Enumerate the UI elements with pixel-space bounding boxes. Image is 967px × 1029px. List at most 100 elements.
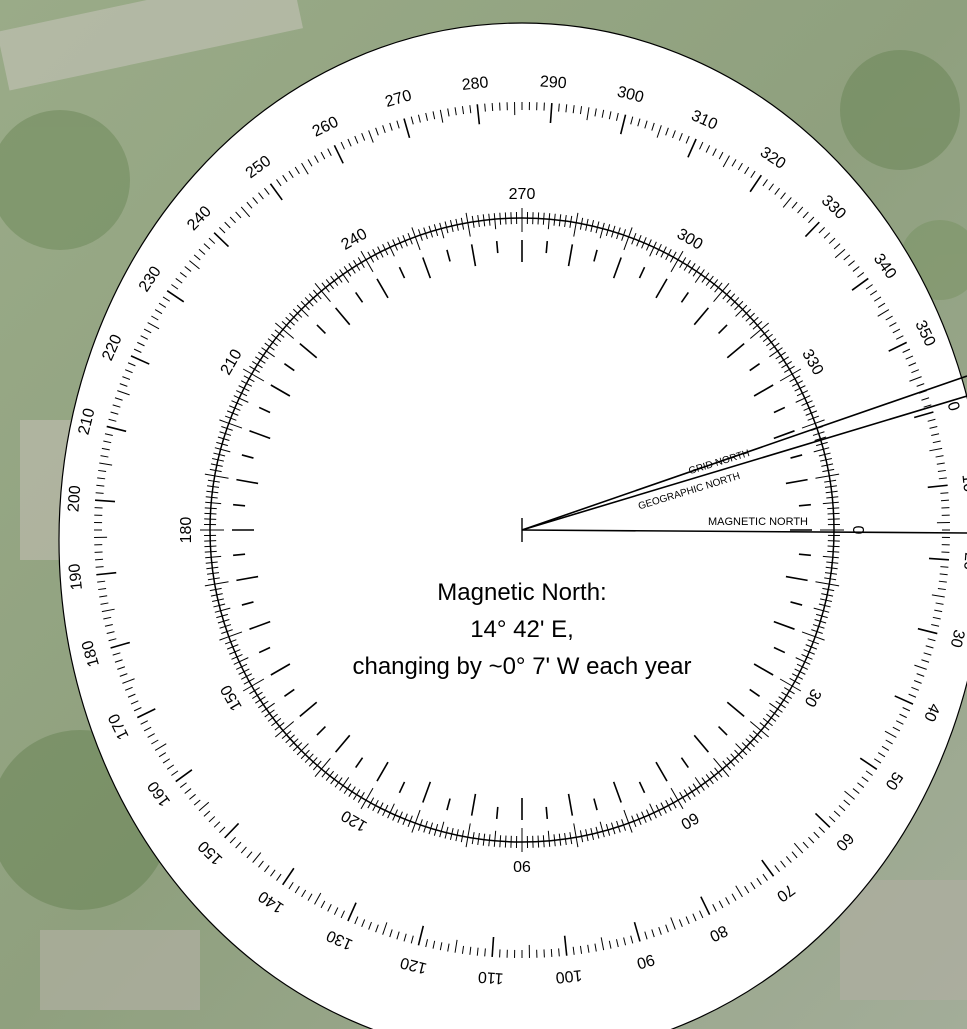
outer-tick [744,885,750,894]
inner-outer-tick [255,699,261,704]
outer-tick [935,455,944,458]
outer-tick [154,309,163,315]
outer-tick [314,155,319,163]
inner-outer-tick [411,227,416,237]
inner-outer-tick [275,730,284,738]
outer-tick [895,720,904,725]
inner-outer-tick [633,821,637,828]
inner-tick [722,760,728,766]
inner-outer-tick [482,839,485,846]
outer-tick [937,587,946,591]
outer-tick [320,151,326,160]
outer-tick [327,148,332,157]
inner-tick [394,809,398,816]
outer-tick [140,335,149,340]
inner-tick [409,815,413,822]
inner-dash [283,688,295,697]
inner-outer-tick [249,365,255,370]
inner-tick [547,830,550,841]
inner-tick [399,242,403,249]
outer-tick [375,127,379,136]
inner-tick [636,813,640,820]
inner-tick [801,422,816,429]
inner-outer-tick [734,757,740,763]
inner-outer-tick [387,812,391,819]
inner-outer-tick [722,283,730,292]
outer-tick [929,447,943,452]
inner-tick [211,561,218,564]
inner-dash [334,734,351,753]
outer-tick [749,174,762,193]
inner-tick [818,603,825,606]
outer-tick [932,440,941,444]
inner-outer-tick [829,583,840,587]
inner-outer-tick [823,610,830,613]
outer-tick [762,873,768,881]
inner-outer-tick [292,746,298,752]
tick-group [94,102,950,958]
inner-outer-tick [281,320,287,326]
inner-outer-tick [289,312,295,318]
inner-outer-tick [804,395,811,399]
inner-tick [216,464,223,467]
outer-tick [774,187,780,195]
inner-outer-tick [559,839,562,846]
inner-outer-tick [252,694,258,699]
outer-tick [171,284,179,290]
outer-tick [403,118,411,139]
inner-tick [816,613,823,617]
outer-tick [802,841,809,849]
inner-outer-tick [226,646,233,650]
inner-outer-tick [774,712,780,718]
inner-tick [665,254,669,261]
inner-tick [752,730,758,736]
inner-tick [801,631,816,638]
inner-tick [254,687,260,692]
inner-outer-tick [738,300,744,306]
inner-tick [726,757,732,763]
inner-tick [812,433,819,436]
outer-tick [768,183,774,191]
outer-tick [923,652,932,656]
inner-outer-tick [205,501,212,504]
inner-outer-tick [212,457,219,461]
inner-dash [785,478,808,485]
outer-tick [95,566,104,568]
inner-outer-tick [205,556,212,559]
inner-tick [246,383,253,387]
inner-tick [467,222,471,237]
outer-tick [892,328,901,334]
inner-outer-tick [559,214,562,221]
outer-tick [731,893,737,901]
inner-dash [593,798,598,811]
outer-tick [432,111,436,120]
inner-outer-tick [242,368,253,375]
inner-tick [814,438,821,442]
inner-outer-tick [824,604,831,608]
inner-outer-tick [213,604,220,608]
inner-tick [741,312,747,318]
inner-dash [773,430,795,440]
outer-tick [630,935,634,944]
outer-tick [100,602,109,605]
inner-tick [646,244,650,251]
inner-outer-tick [465,837,469,848]
inner-dash [612,257,622,279]
outer-tick [908,693,917,698]
outer-tick [282,174,288,183]
outer-degree-label: 30 [947,628,967,649]
inner-tick [370,256,375,263]
outer-tick [685,135,690,144]
outer-tick [936,462,945,465]
inner-outer-tick [348,791,353,797]
inner-tick [435,229,439,236]
outer-tick [119,383,128,387]
inner-dash [470,244,477,267]
inner-tick [409,238,413,245]
outer-tick [852,788,860,794]
outer-tick [873,296,882,302]
outer-tick [939,573,948,576]
inner-outer-tick [258,704,264,709]
inner-tick [211,555,222,558]
inner-outer-tick [575,837,579,848]
